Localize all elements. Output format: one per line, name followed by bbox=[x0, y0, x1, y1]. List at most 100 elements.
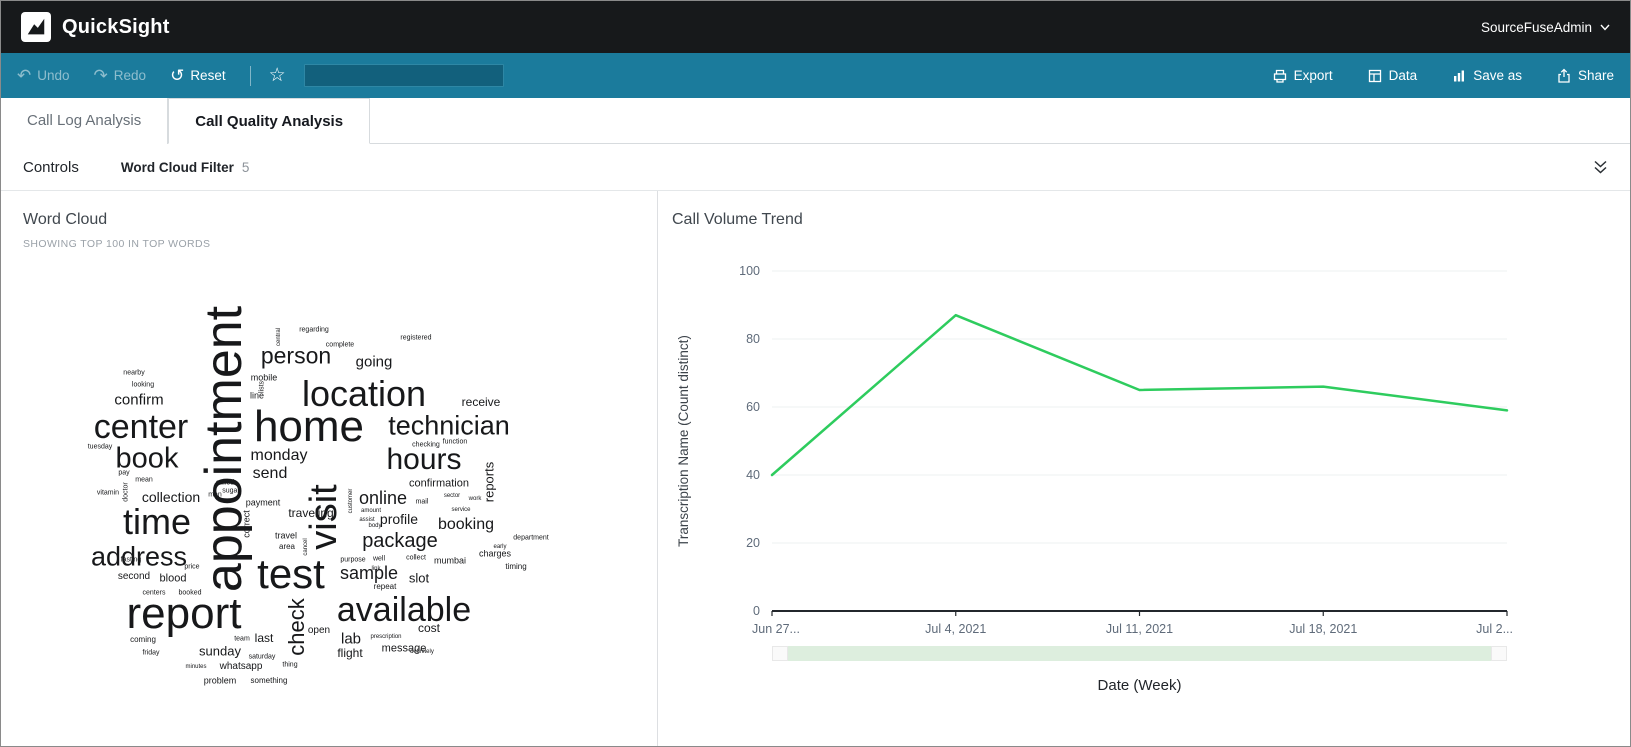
word-cloud-word[interactable]: thing bbox=[282, 661, 298, 669]
word-cloud-word[interactable]: price bbox=[184, 563, 200, 571]
word-cloud-word[interactable]: time bbox=[122, 501, 192, 542]
word-cloud-word[interactable]: central bbox=[276, 327, 282, 347]
scrollbar-right-handle[interactable] bbox=[1491, 646, 1507, 661]
word-cloud-word[interactable]: customer bbox=[348, 488, 354, 514]
word-cloud-word[interactable]: prescription bbox=[370, 634, 402, 640]
word-cloud-word[interactable]: fasting bbox=[120, 556, 142, 564]
word-cloud-word[interactable]: mobile bbox=[250, 372, 278, 383]
word-cloud-word[interactable]: tuesday bbox=[87, 443, 113, 451]
word-cloud-word[interactable]: travel bbox=[274, 530, 298, 541]
word-cloud-word[interactable]: saturday bbox=[248, 653, 276, 661]
word-cloud-word[interactable]: blood bbox=[159, 572, 187, 585]
word-cloud-word[interactable]: appointment bbox=[195, 305, 253, 593]
word-cloud-word[interactable]: coming bbox=[130, 635, 156, 644]
word-cloud-word[interactable]: collection bbox=[141, 489, 201, 505]
word-cloud-word[interactable]: home bbox=[253, 402, 365, 451]
word-cloud-word[interactable]: technician bbox=[388, 410, 510, 441]
word-cloud-word[interactable]: definitely bbox=[410, 649, 434, 655]
word-cloud-word[interactable]: vitamin bbox=[96, 489, 120, 497]
word-cloud-word[interactable]: mumbai bbox=[433, 555, 467, 566]
star-icon[interactable]: ☆ bbox=[268, 65, 286, 86]
word-cloud-word[interactable]: mail bbox=[415, 498, 429, 506]
word-cloud-word[interactable]: going bbox=[355, 353, 393, 371]
word-cloud-word[interactable]: last bbox=[254, 631, 274, 645]
word-cloud-word[interactable]: doctor bbox=[122, 482, 130, 502]
word-cloud-word[interactable]: package bbox=[362, 530, 438, 552]
word-cloud-word[interactable]: well bbox=[372, 555, 386, 563]
word-cloud-word[interactable]: something bbox=[250, 676, 288, 685]
word-cloud-word[interactable]: center bbox=[93, 408, 189, 446]
word-cloud-word[interactable]: person bbox=[260, 342, 332, 369]
word-cloud-word[interactable]: booked bbox=[178, 589, 202, 597]
word-cloud-word[interactable]: registered bbox=[400, 334, 432, 342]
toolbar-search-input[interactable] bbox=[303, 64, 504, 87]
word-cloud-word[interactable]: service bbox=[451, 507, 471, 513]
data-button[interactable]: Data bbox=[1367, 68, 1417, 84]
word-cloud-word[interactable]: regarding bbox=[299, 326, 329, 334]
word-cloud-word[interactable]: called bbox=[215, 479, 235, 487]
word-cloud-word[interactable]: online bbox=[358, 488, 408, 508]
word-cloud-word[interactable]: confirmation bbox=[409, 477, 469, 490]
tab-call-quality-analysis[interactable]: Call Quality Analysis bbox=[168, 98, 371, 144]
word-cloud-word[interactable]: check bbox=[284, 598, 309, 656]
word-cloud-word[interactable]: nearby bbox=[123, 369, 145, 377]
word-cloud-word[interactable]: lab bbox=[340, 630, 362, 648]
word-cloud-word[interactable]: assist bbox=[359, 517, 375, 523]
word-cloud-word[interactable]: collect bbox=[406, 554, 426, 562]
undo-button[interactable]: ↶ Undo bbox=[17, 67, 70, 84]
word-cloud-word[interactable]: work bbox=[468, 496, 482, 502]
word-cloud-word[interactable]: area bbox=[278, 542, 296, 551]
word-cloud-word[interactable]: confirm bbox=[114, 391, 164, 409]
word-cloud-word[interactable]: hours bbox=[386, 443, 462, 476]
word-cloud-word[interactable]: message bbox=[381, 642, 427, 655]
word-cloud-word[interactable]: complete bbox=[325, 341, 355, 349]
word-cloud-word[interactable]: available bbox=[336, 591, 472, 629]
word-cloud-word[interactable]: friday bbox=[142, 649, 160, 657]
word-cloud-word[interactable]: test bbox=[257, 550, 325, 597]
word-cloud-word[interactable]: looking bbox=[131, 381, 155, 389]
word-cloud-word[interactable]: minutes bbox=[185, 664, 207, 670]
word-cloud-word[interactable]: timing bbox=[505, 562, 527, 571]
word-cloud-word[interactable]: pay bbox=[118, 469, 130, 477]
word-cloud-word[interactable]: sunday bbox=[199, 643, 241, 659]
chart-horizontal-scrollbar[interactable] bbox=[772, 646, 1507, 661]
scrollbar-thumb[interactable] bbox=[788, 646, 1491, 661]
word-cloud-word[interactable]: second bbox=[117, 571, 151, 582]
export-button[interactable]: Export bbox=[1272, 68, 1333, 84]
word-cloud-word[interactable]: cost bbox=[417, 621, 441, 635]
word-cloud-word[interactable]: open bbox=[307, 625, 331, 636]
word-cloud-word[interactable]: amount bbox=[360, 508, 382, 514]
word-cloud-word[interactable]: department bbox=[513, 534, 549, 542]
word-cloud-word[interactable]: sample bbox=[339, 563, 399, 583]
word-cloud-word[interactable]: address bbox=[90, 541, 188, 572]
word-cloud-word[interactable]: book bbox=[115, 442, 179, 475]
word-cloud-word[interactable]: flight bbox=[337, 646, 363, 660]
word-cloud-word[interactable]: reports bbox=[481, 461, 497, 503]
reset-button[interactable]: ↺ Reset bbox=[170, 67, 226, 84]
word-cloud-word[interactable]: correct bbox=[241, 510, 252, 538]
word-cloud-word[interactable]: cancel bbox=[303, 538, 309, 556]
word-cloud-word[interactable]: sugar bbox=[222, 487, 240, 495]
word-cloud-word[interactable]: checking bbox=[412, 441, 440, 449]
word-cloud-word[interactable]: mean bbox=[135, 476, 153, 484]
word-cloud-word[interactable]: link bbox=[371, 566, 381, 572]
word-cloud-word[interactable]: early bbox=[493, 544, 507, 550]
save-as-button[interactable]: Save as bbox=[1451, 68, 1522, 84]
word-cloud-word[interactable]: line bbox=[249, 390, 265, 401]
word-cloud-word[interactable]: profile bbox=[379, 511, 419, 527]
word-cloud-word[interactable]: repeat bbox=[373, 582, 397, 591]
word-cloud-word[interactable]: traveling bbox=[288, 506, 334, 520]
word-cloud-word[interactable]: purpose bbox=[340, 556, 366, 564]
collapse-controls-button[interactable] bbox=[1593, 160, 1608, 174]
word-cloud-word[interactable]: report bbox=[126, 589, 242, 638]
word-cloud-word[interactable]: send bbox=[252, 465, 288, 482]
redo-button[interactable]: ↷ Redo bbox=[94, 67, 147, 84]
word-cloud-word[interactable]: man bbox=[208, 491, 222, 499]
word-cloud-word[interactable]: slot bbox=[408, 570, 430, 586]
word-cloud-word[interactable]: problem bbox=[203, 675, 237, 686]
word-cloud-word[interactable]: sector bbox=[443, 493, 461, 499]
word-cloud-word[interactable]: lists bbox=[258, 380, 266, 394]
word-cloud-word[interactable]: charges bbox=[478, 548, 512, 559]
scrollbar-left-handle[interactable] bbox=[772, 646, 788, 661]
word-cloud-word[interactable]: monday bbox=[250, 447, 308, 464]
